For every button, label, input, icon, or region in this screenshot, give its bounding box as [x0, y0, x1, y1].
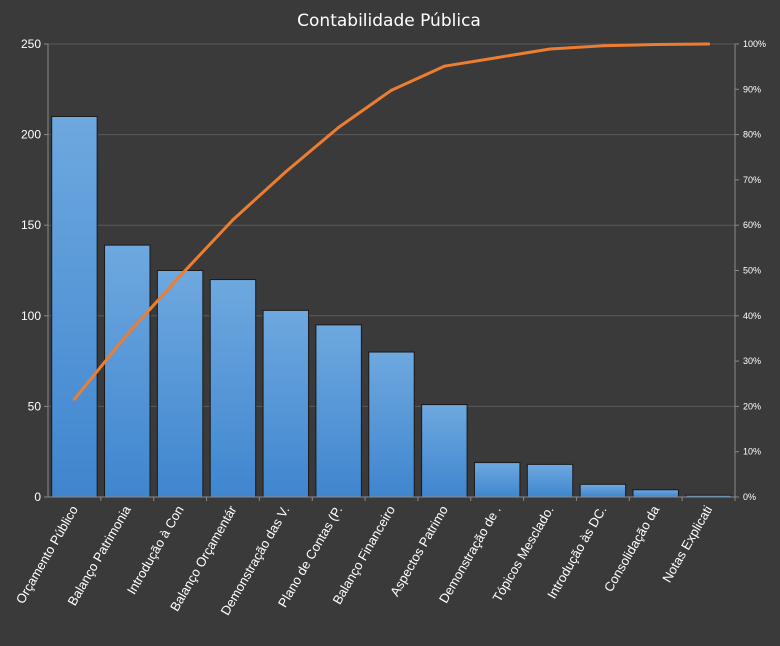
y2-tick-label: 70%	[743, 175, 761, 185]
y2-tick-label: 50%	[743, 266, 761, 276]
x-tick-label: Consolidação da	[601, 502, 663, 594]
line-point	[231, 218, 235, 222]
line-point	[442, 64, 446, 68]
y2-tick-label: 0%	[743, 492, 756, 502]
x-tick-label: Introdução às DC.	[544, 503, 609, 601]
line-point	[72, 397, 76, 401]
line-point	[284, 170, 288, 174]
y-tick-label: 0	[34, 490, 41, 504]
y-tick-label: 200	[21, 128, 41, 142]
y2-tick-label: 100%	[743, 39, 766, 49]
bar	[315, 324, 362, 498]
chart-title: Contabilidade Pública	[297, 11, 481, 31]
cumulative-line-series	[72, 42, 711, 401]
bar	[262, 309, 310, 498]
line-point	[707, 42, 711, 46]
line-point	[495, 56, 499, 60]
bar	[104, 244, 151, 498]
y-tick-label: 250	[21, 37, 41, 51]
bar	[368, 351, 415, 498]
y2-tick-label: 30%	[743, 356, 761, 366]
bar	[632, 489, 679, 498]
y2-tick-label: 90%	[743, 84, 761, 94]
y2-tick-label: 60%	[743, 220, 761, 230]
y-tick-label: 100	[21, 309, 41, 323]
y-tick-label: 50	[28, 399, 42, 413]
line-point	[654, 42, 658, 46]
line-point	[178, 274, 182, 278]
bar	[526, 463, 574, 498]
line-point	[390, 88, 393, 92]
bar-series	[51, 115, 732, 498]
line-point	[125, 332, 129, 336]
bar	[156, 270, 204, 498]
bar	[209, 279, 257, 498]
line-point	[601, 44, 605, 48]
y-tick-label: 150	[21, 218, 41, 232]
y2-tick-label: 10%	[743, 447, 761, 457]
x-tick-label: Aspectos Patrimo	[387, 503, 451, 599]
bar	[579, 483, 627, 498]
line-point	[337, 125, 341, 129]
bar	[51, 115, 98, 498]
y2-tick-label: 20%	[743, 401, 761, 411]
bar	[421, 404, 468, 498]
line-point	[548, 47, 552, 51]
y2-tick-label: 80%	[743, 130, 761, 140]
x-tick-label: Introdução à Con	[124, 503, 187, 597]
bar	[473, 462, 521, 498]
y2-tick-label: 40%	[743, 311, 761, 321]
x-tick-label: Notas Explicati	[659, 503, 715, 585]
